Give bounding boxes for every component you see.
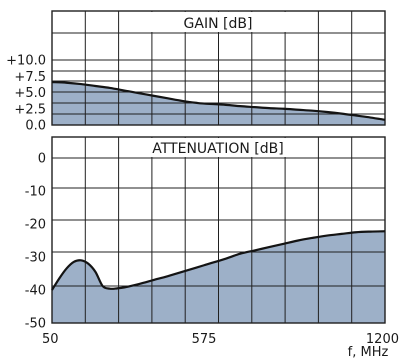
attenuation-title-background: [145, 138, 291, 157]
x-tick-label: 1200: [366, 332, 399, 347]
attenuation-y-tick-label: -40: [25, 284, 46, 299]
x-axis-label: f, MHz: [348, 345, 389, 358]
attenuation-grid: [51, 136, 386, 324]
attenuation-frame: [51, 136, 386, 324]
x-tick-labels: 50 575 1200: [42, 332, 399, 347]
gain-grid: [51, 10, 386, 126]
attenuation-curve: [51, 230, 386, 291]
gain-y-tick-label: +5.0: [14, 86, 46, 101]
gain-y-tick-label: 0.0: [25, 119, 46, 134]
x-tick-label: 575: [192, 332, 217, 347]
attenuation-title: ATTENUATION [dB]: [152, 141, 283, 157]
attenuation-y-tick-label: 0: [38, 152, 46, 167]
gain-title: GAIN [dB]: [184, 16, 253, 32]
x-tick-label: 50: [42, 332, 59, 347]
gain-frame: [51, 10, 386, 126]
gain-y-tick-labels: 0.0 +2.5+5.0+7.5+10.0: [6, 54, 46, 134]
gain-y-tick-label: +7.5: [14, 70, 46, 85]
attenuation-y-tick-label: -10: [25, 185, 46, 200]
attenuation-y-tick-label: -50: [25, 317, 46, 332]
attenuation-y-tick-label: -20: [25, 218, 46, 233]
gain-panel: 0.0 +2.5+5.0+7.5+10.0: [6, 10, 386, 134]
attenuation-y-tick-labels: 0 -10 -20 -30 -40 -50: [25, 152, 46, 332]
attenuation-y-tick-label: -30: [25, 251, 46, 266]
gain-title-background: [145, 12, 291, 32]
gain-y-tick-label: +2.5: [14, 102, 46, 117]
attenuation-panel: 0 -10 -20 -30 -40 -50 50 575 1200: [25, 136, 399, 347]
gain-y-tick-label: +10.0: [6, 54, 46, 69]
gain-curve: [51, 81, 386, 121]
